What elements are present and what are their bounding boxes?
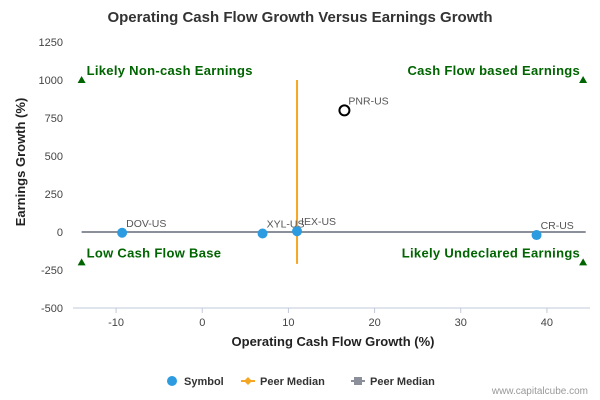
- y-tick-label: 250: [45, 189, 63, 201]
- data-point: [117, 227, 128, 238]
- data-point: [338, 104, 351, 117]
- quadrant-label: Likely Undeclared Earnings: [402, 245, 580, 260]
- quadrant-label: Likely Non-cash Earnings: [87, 63, 253, 78]
- legend-label: Peer Median: [260, 376, 325, 388]
- y-tick-label: 1000: [39, 75, 63, 87]
- x-axis-title: Operating Cash Flow Growth (%): [232, 334, 435, 349]
- y-tick-label: -250: [41, 265, 63, 277]
- quadrant-triangle-marker: [77, 258, 86, 266]
- x-tick-label: 30: [455, 317, 467, 329]
- x-tick-label: 10: [282, 317, 294, 329]
- legend-diamond-marker: [244, 377, 252, 385]
- chart-title: Operating Cash Flow Growth Versus Earnin…: [107, 9, 492, 26]
- data-point-label: CR-US: [541, 220, 574, 232]
- legend: Symbol Peer Median Peer Median: [167, 376, 435, 388]
- x-tick-label: 40: [541, 317, 553, 329]
- data-point: [292, 226, 303, 237]
- y-tick-label: 0: [57, 227, 63, 239]
- data-point-label: IEX-US: [301, 216, 336, 228]
- quadrant-triangle-marker: [579, 258, 588, 266]
- data-point: [257, 228, 268, 239]
- legend-square-marker: [354, 377, 362, 385]
- quadrant-labels: Likely Non-cash Earnings Cash Flow based …: [87, 63, 580, 260]
- legend-label: Peer Median: [370, 376, 435, 388]
- quadrant-label: Low Cash Flow Base: [87, 245, 222, 260]
- quadrant-triangle-marker: [579, 76, 588, 83]
- x-tick-label: 20: [368, 317, 380, 329]
- quadrant-label: Cash Flow based Earnings: [407, 63, 580, 78]
- data-point: [531, 230, 542, 241]
- x-axis-ticks: -10 0 10 20 30 40: [108, 308, 553, 329]
- legend-label: Symbol: [184, 376, 224, 388]
- quadrant-triangle-marker: [77, 76, 86, 83]
- x-tick-label: -10: [108, 317, 124, 329]
- credit-text: www.capitalcube.com: [491, 386, 588, 397]
- y-tick-label: -500: [41, 303, 63, 315]
- y-tick-label: 1250: [39, 37, 63, 49]
- y-tick-label: 500: [45, 151, 63, 163]
- data-point-label: PNR-US: [348, 95, 388, 107]
- y-axis-title: Earnings Growth (%): [13, 98, 28, 227]
- quadrant-markers: [77, 76, 588, 266]
- legend-symbol-marker: [167, 376, 177, 386]
- x-tick-label: 0: [199, 317, 205, 329]
- data-point-label: DOV-US: [126, 218, 166, 230]
- y-tick-label: 750: [45, 113, 63, 125]
- y-axis-ticks: -500 -250 0 250 500 750 1000 1250: [39, 37, 63, 315]
